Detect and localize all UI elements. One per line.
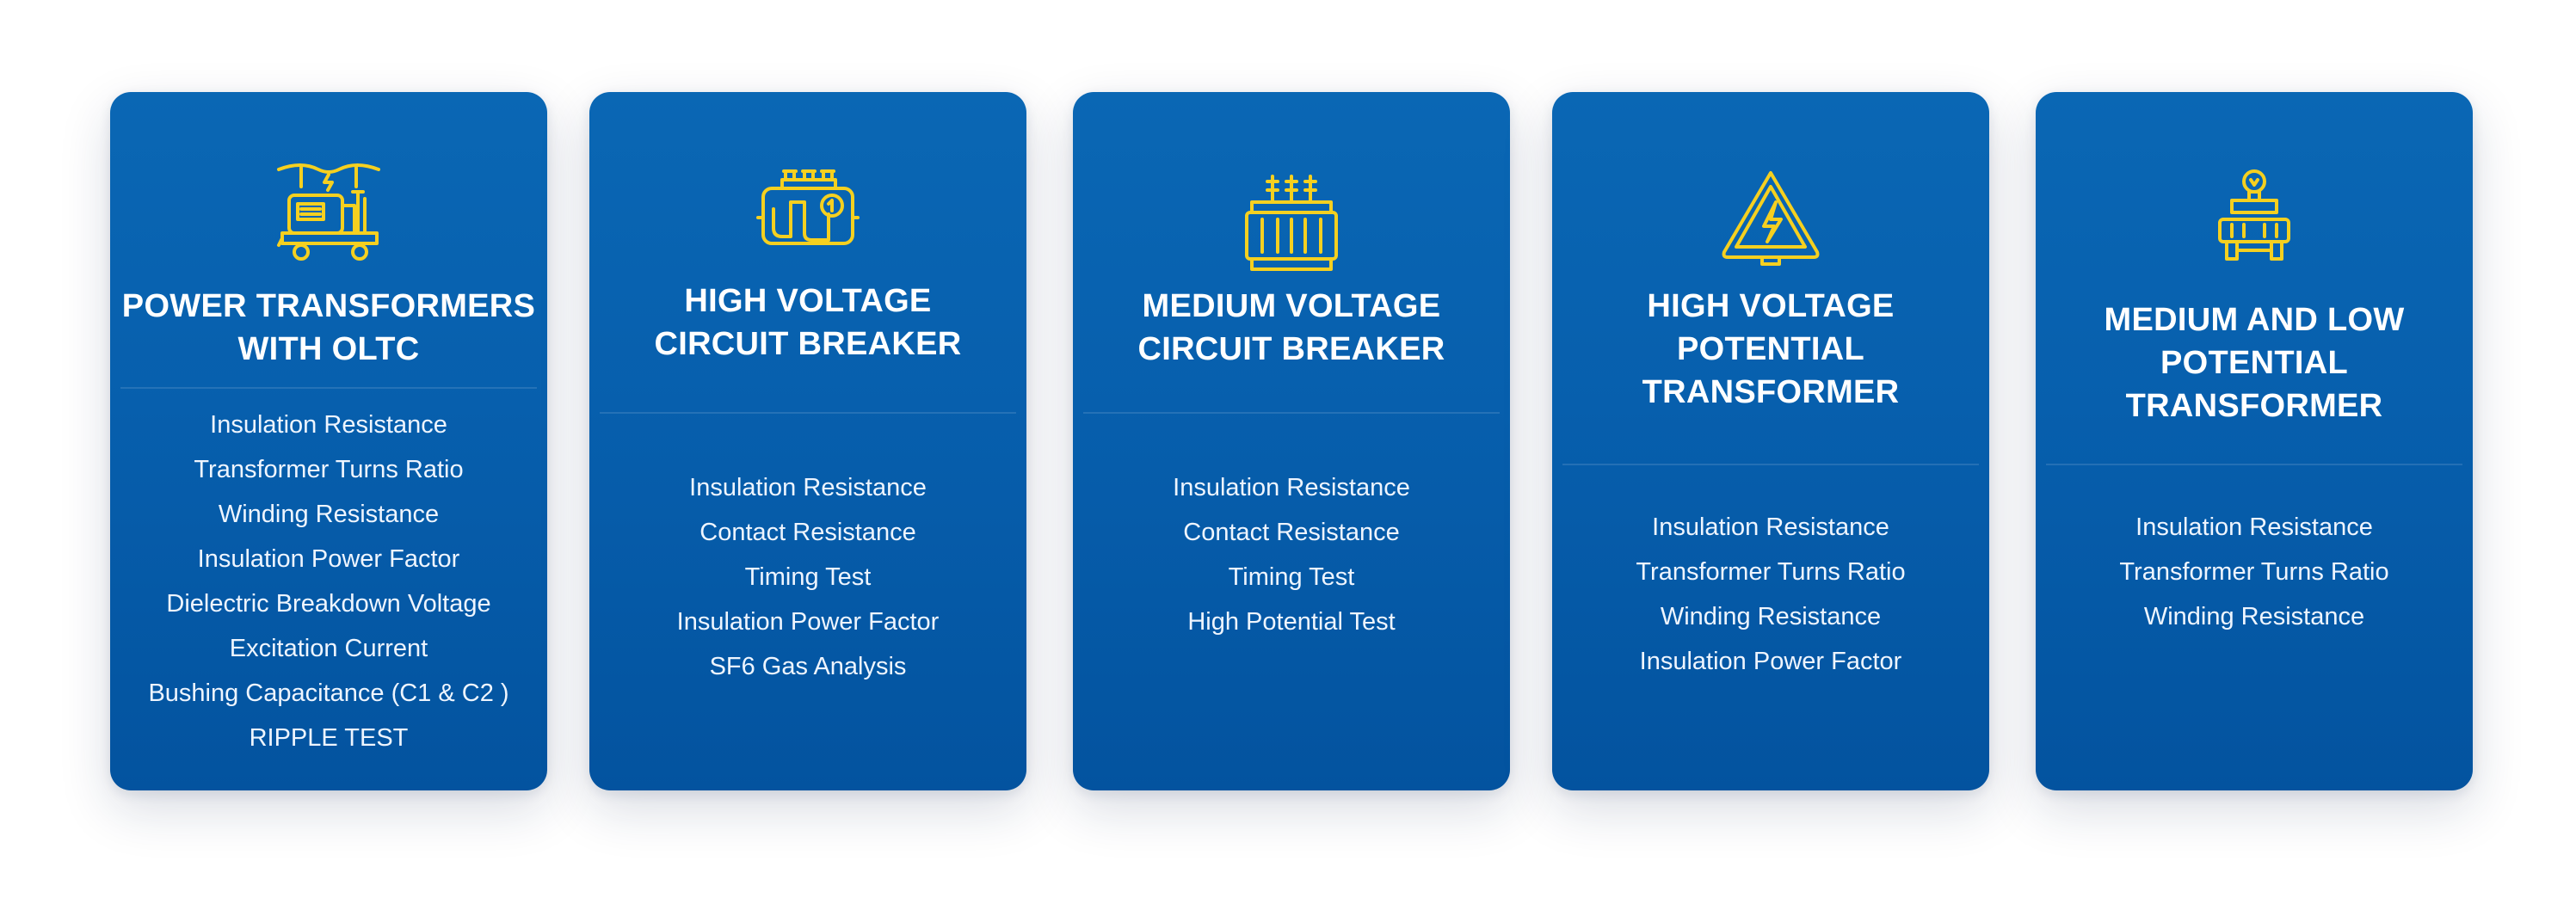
list-item: Contact Resistance [699,519,916,546]
mobile-generator-icon [275,157,382,264]
list-item: Insulation Resistance [2135,513,2373,541]
card-hv-circuit-breaker: HIGH VOLTAGE CIRCUIT BREAKER Insulation … [589,92,1026,790]
potential-transformer-icon [2201,168,2308,274]
list-item: Transformer Turns Ratio [194,456,464,483]
list-item: Insulation Resistance [1173,474,1410,501]
divider [1083,412,1500,414]
list-item: Winding Resistance [218,501,440,528]
test-list: Insulation Resistance Contact Resistance… [589,465,1026,689]
card-title: HIGH VOLTAGE CIRCUIT BREAKER [654,283,962,362]
divider [2046,464,2462,465]
card-title: POWER TRANSFORMERS WITH OLTC [121,288,536,367]
list-item: Winding Resistance [2143,603,2365,630]
test-list: Insulation Resistance Transformer Turns … [1552,505,1989,684]
transformer-icon [1238,171,1345,278]
divider [600,412,1016,414]
card-mlv-potential-transformer: MEDIUM AND LOW POTENTIAL TRANSFORMER Ins… [2036,92,2473,790]
card-mv-circuit-breaker: MEDIUM VOLTAGE CIRCUIT BREAKER Insulatio… [1073,92,1510,790]
list-item: Insulation Power Factor [197,545,460,573]
test-list: Insulation Resistance Transformer Turns … [2036,505,2473,639]
list-item: Insulation Resistance [210,411,447,439]
card-title: MEDIUM VOLTAGE CIRCUIT BREAKER [1137,288,1445,367]
list-item: High Potential Test [1187,608,1396,636]
card-power-transformers: POWER TRANSFORMERS WITH OLTC Insulation … [110,92,547,790]
high-voltage-warning-icon [1717,168,1824,274]
list-item: Excitation Current [229,635,428,662]
list-item: Insulation Power Factor [1639,648,1902,675]
list-item: Timing Test [1228,563,1355,591]
list-item: SF6 Gas Analysis [709,653,907,680]
test-list: Insulation Resistance Contact Resistance… [1073,465,1510,644]
list-item: RIPPLE TEST [249,724,409,752]
list-item: Timing Test [744,563,872,591]
list-item: Dielectric Breakdown Voltage [166,590,491,618]
list-item: Insulation Resistance [1652,513,1889,541]
card-title: MEDIUM AND LOW POTENTIAL TRANSFORMER [2104,302,2405,424]
card-title: HIGH VOLTAGE POTENTIAL TRANSFORMER [1642,288,1900,410]
list-item: Insulation Resistance [689,474,927,501]
list-item: Insulation Power Factor [676,608,940,636]
list-item: Winding Resistance [1660,603,1882,630]
circuit-breaker-icon [755,161,861,267]
card-hv-potential-transformer: HIGH VOLTAGE POTENTIAL TRANSFORMER Insul… [1552,92,1989,790]
divider [1562,464,1979,465]
list-item: Contact Resistance [1183,519,1400,546]
test-list: Insulation Resistance Transformer Turns … [110,403,547,760]
divider [120,387,537,389]
list-item: Transformer Turns Ratio [2119,558,2389,586]
list-item: Transformer Turns Ratio [1636,558,1906,586]
list-item: Bushing Capacitance (C1 & C2 ) [148,679,509,707]
